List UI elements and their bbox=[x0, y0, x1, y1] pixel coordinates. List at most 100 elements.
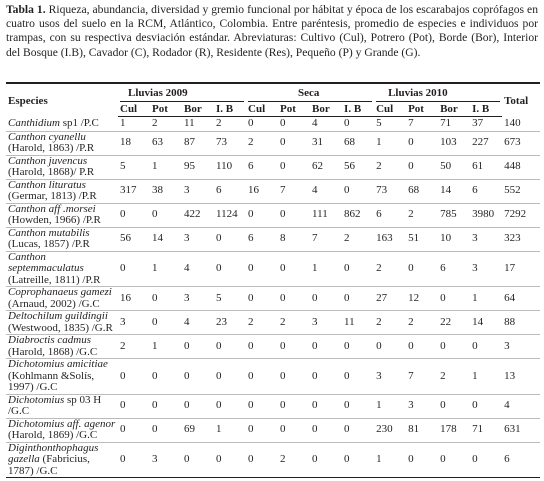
count-cell: 0 bbox=[150, 394, 182, 419]
count-cell: 0 bbox=[150, 310, 182, 335]
count-cell: 51 bbox=[406, 227, 439, 252]
species-name: Diabroctis cadmus bbox=[8, 334, 92, 346]
group-label: Seca bbox=[248, 87, 373, 102]
species-name: Dichotomius amicitiae bbox=[8, 358, 108, 370]
count-cell: 1124 bbox=[214, 203, 247, 228]
count-cell: 0 bbox=[246, 442, 279, 478]
count-cell: 71 bbox=[470, 418, 503, 443]
species-cell: Deltochilum guildingii (Westwood, 1835) … bbox=[6, 310, 118, 335]
count-cell: 2 bbox=[150, 116, 182, 132]
count-cell: 3 bbox=[182, 227, 214, 252]
count-cell: 5 bbox=[214, 286, 247, 311]
count-cell: 5 bbox=[374, 116, 407, 132]
species-name: Deltochilum guildingii bbox=[8, 310, 108, 322]
count-cell: 0 bbox=[150, 286, 182, 311]
count-cell: 0 bbox=[278, 116, 311, 132]
total-cell: 448 bbox=[502, 155, 541, 180]
total-cell: 673 bbox=[502, 131, 541, 156]
count-cell: 2 bbox=[374, 251, 407, 287]
group-label: Lluvias 2010 bbox=[376, 87, 501, 102]
count-cell: 0 bbox=[406, 251, 439, 287]
count-cell: 0 bbox=[310, 334, 343, 359]
count-cell: 68 bbox=[342, 131, 375, 156]
count-cell: 0 bbox=[150, 418, 182, 443]
count-cell: 1 bbox=[470, 286, 503, 311]
count-cell: 2 bbox=[406, 310, 439, 335]
count-cell: 3 bbox=[150, 442, 182, 478]
count-cell: 0 bbox=[246, 203, 279, 228]
species-author: (Harold, 1868) /G.C bbox=[8, 345, 98, 358]
count-cell: 110 bbox=[214, 155, 247, 180]
table-row: Canthidium sp1 /P.C 1 2 11 2 0 0 4 0 5 7 71 37 140 bbox=[6, 116, 541, 132]
count-cell: 1 bbox=[310, 251, 343, 287]
header-group: Lluvias 2009 bbox=[118, 82, 247, 103]
count-cell: 0 bbox=[246, 251, 279, 287]
count-cell: 0 bbox=[214, 251, 247, 287]
species-name: Canthon juvencus bbox=[8, 154, 88, 167]
count-cell: 62 bbox=[310, 155, 343, 180]
count-cell: 23 bbox=[214, 310, 247, 335]
count-cell: 7 bbox=[310, 227, 343, 252]
count-cell: 0 bbox=[278, 394, 311, 419]
count-cell: 12 bbox=[406, 286, 439, 311]
count-cell: 6 bbox=[374, 203, 407, 228]
table-row: Canthon cyanellu (Harold, 1863) /P.R 18 63… bbox=[6, 130, 541, 156]
count-cell: 0 bbox=[278, 418, 311, 443]
count-cell: 0 bbox=[118, 251, 150, 287]
count-cell: 0 bbox=[246, 394, 279, 419]
table-row: Deltochilum guildingii (Westwood, 1835) … bbox=[6, 310, 541, 335]
count-cell: 4 bbox=[182, 251, 214, 287]
species-author: (Germar, 1813) /P.R bbox=[8, 190, 97, 202]
count-cell: 16 bbox=[118, 286, 150, 311]
total-cell: 88 bbox=[502, 310, 541, 335]
count-cell: 163 bbox=[374, 227, 407, 252]
count-cell: 81 bbox=[406, 418, 439, 443]
count-cell: 1 bbox=[118, 116, 150, 132]
count-cell: 422 bbox=[182, 203, 214, 228]
count-cell: 0 bbox=[438, 394, 471, 419]
header-species: Especies bbox=[6, 82, 118, 117]
count-cell: 0 bbox=[182, 358, 214, 395]
total-cell: 631 bbox=[502, 418, 541, 443]
header-total: Total bbox=[502, 82, 541, 117]
count-cell: 2 bbox=[438, 358, 471, 395]
count-cell: 0 bbox=[342, 358, 375, 395]
count-cell: 8 bbox=[278, 227, 311, 252]
count-cell: 0 bbox=[406, 334, 439, 359]
species-cell: Canthon mutabilis (Lucas, 1857) /P.R bbox=[6, 227, 118, 252]
count-cell: 0 bbox=[470, 442, 503, 478]
table-row: Canthon aff .morsei (Howden, 1966) /P.R 0… bbox=[6, 203, 541, 228]
species-author: (Fabricius, 1787) /G.C bbox=[8, 453, 90, 477]
count-cell: 0 bbox=[118, 203, 150, 228]
count-cell: 6 bbox=[438, 251, 471, 287]
species-name: Canthon cyanellu bbox=[8, 130, 86, 143]
count-cell: 11 bbox=[342, 310, 375, 335]
total-cell: 7292 bbox=[502, 203, 541, 228]
count-cell: 0 bbox=[406, 442, 439, 478]
subheader-cell: Bor bbox=[182, 102, 214, 117]
count-cell: 0 bbox=[406, 131, 439, 156]
count-cell: 230 bbox=[374, 418, 407, 443]
count-cell: 69 bbox=[182, 418, 214, 443]
count-cell: 0 bbox=[278, 334, 311, 359]
count-cell: 0 bbox=[342, 251, 375, 287]
count-cell: 0 bbox=[246, 116, 279, 132]
caption: Tabla 1. Riqueza, abundancia, diversidad… bbox=[6, 3, 538, 60]
count-cell: 0 bbox=[150, 203, 182, 228]
count-cell: 16 bbox=[246, 179, 279, 204]
species-name: Canthon septemmaculatus bbox=[8, 250, 84, 274]
species-author: (Kohlmann &Solís, 1997) /G.C bbox=[8, 369, 95, 393]
species-name: Canthon lituratus bbox=[8, 178, 86, 191]
subheader-cell: Pot bbox=[278, 102, 311, 117]
count-cell: 2 bbox=[214, 116, 247, 132]
count-cell: 3 bbox=[182, 286, 214, 311]
count-cell: 0 bbox=[438, 286, 471, 311]
count-cell: 0 bbox=[278, 251, 311, 287]
count-cell: 0 bbox=[246, 418, 279, 443]
count-cell: 38 bbox=[150, 179, 182, 204]
subheader-cell: Cul bbox=[246, 102, 279, 117]
count-cell: 0 bbox=[342, 179, 375, 204]
species-cell: Canthon cyanellu (Harold, 1863) /P.R bbox=[6, 130, 118, 156]
count-cell: 50 bbox=[438, 155, 471, 180]
